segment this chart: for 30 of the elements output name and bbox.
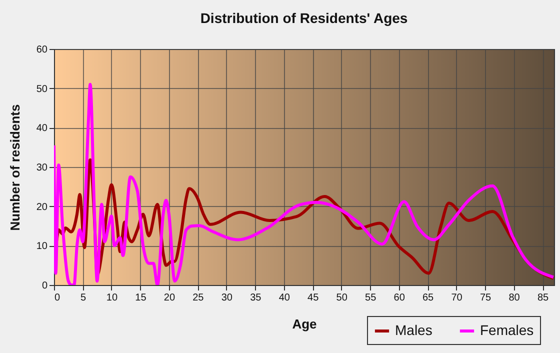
x-tick-label: 0 xyxy=(54,292,60,304)
x-tick-label: 70 xyxy=(451,292,463,304)
x-tick-label: 15 xyxy=(135,292,147,304)
x-tick-label: 30 xyxy=(221,292,233,304)
x-tick-label: 10 xyxy=(106,292,118,304)
x-tick-label: 60 xyxy=(394,292,406,304)
y-axis-title: Number of residents xyxy=(7,104,22,231)
x-tick-label: 85 xyxy=(537,292,550,304)
x-tick-label: 55 xyxy=(365,292,377,304)
x-axis-title: Age xyxy=(292,316,317,332)
x-tick-label: 45 xyxy=(308,292,320,304)
x-tick-label: 50 xyxy=(336,292,348,304)
x-tick-label: 5 xyxy=(80,292,86,304)
y-tick-label: 0 xyxy=(42,280,48,292)
x-tick-label: 25 xyxy=(192,292,204,304)
y-tick-label: 30 xyxy=(36,162,48,174)
x-tick-label: 35 xyxy=(250,292,262,304)
y-tick-label: 60 xyxy=(36,44,48,56)
legend-label: Females xyxy=(480,322,534,338)
y-tick-label: 50 xyxy=(36,84,48,95)
x-tick-label: 65 xyxy=(422,292,434,304)
x-tick-label: 75 xyxy=(480,292,492,304)
y-tick-label: 10 xyxy=(36,241,48,252)
y-tick-label: 40 xyxy=(36,123,48,134)
chart-title: Distribution of Residents' Ages xyxy=(200,10,408,26)
legend-label: Males xyxy=(395,322,432,338)
y-tick-label: 20 xyxy=(36,202,48,213)
x-tick-label: 40 xyxy=(278,292,290,304)
x-tick-label: 80 xyxy=(508,292,520,304)
x-tick-label: 20 xyxy=(164,292,176,304)
